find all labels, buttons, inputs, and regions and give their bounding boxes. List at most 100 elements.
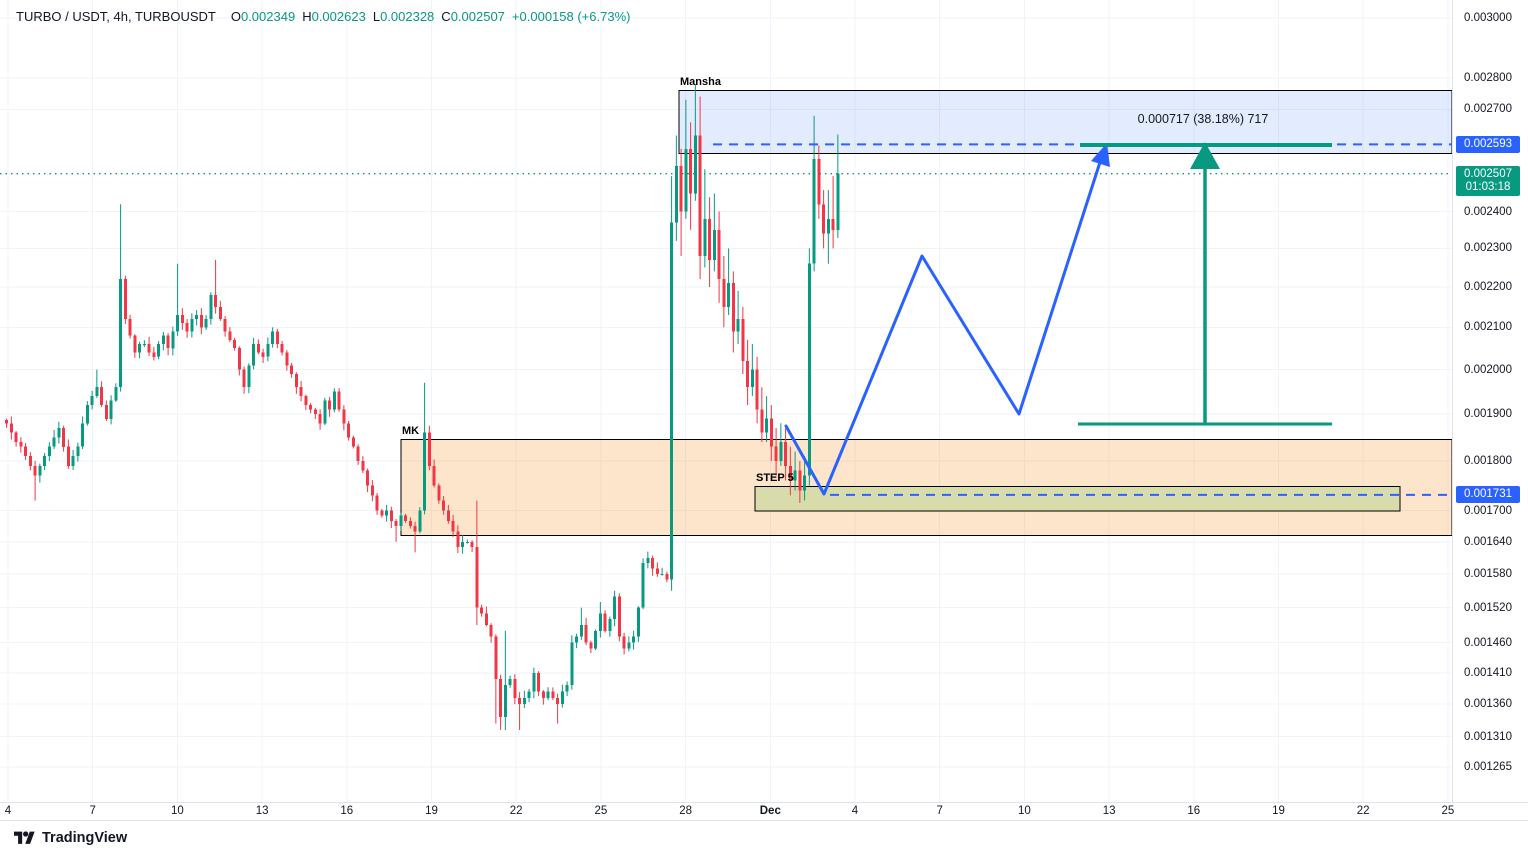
price-tag-level-upper: 0.002593 — [1456, 135, 1520, 153]
time-axis-tick: 25 — [1441, 805, 1455, 817]
candle-body-down — [28, 456, 32, 466]
candle-body-down — [708, 218, 712, 260]
candle-body-up — [750, 369, 754, 388]
candle-body-down — [437, 485, 441, 501]
price-tag-lower-value: 0.001731 — [1464, 488, 1512, 501]
candle-body-down — [104, 405, 108, 419]
candle-body-down — [9, 423, 13, 433]
time-axis-tick: 13 — [1102, 805, 1116, 817]
candle-body-down — [432, 465, 436, 486]
candle-body-down — [275, 331, 279, 344]
candle-body-up — [271, 331, 275, 344]
candle-body-down — [214, 294, 218, 307]
time-axis[interactable]: 4 7 10 13 16 19 22 25 28 Dec 4 7 10 13 16 19 22 25 — [0, 802, 1528, 821]
price-axis-tick: 0.001265 — [1464, 760, 1512, 773]
candle-body-up — [465, 541, 469, 543]
candle-body-down — [456, 531, 460, 548]
candle-body-down — [370, 485, 374, 496]
candle-countdown: 01:03:18 — [1465, 180, 1511, 193]
candle-body-down — [427, 432, 431, 466]
time-axis-tick: 13 — [255, 805, 269, 817]
candle-body-up — [138, 344, 142, 353]
price-axis-tick: 0.002000 — [1464, 363, 1512, 376]
candle-body-up — [85, 405, 89, 424]
candle-body-up — [803, 475, 807, 491]
time-axis-tick: 4 — [851, 805, 859, 817]
candle-body-down — [584, 625, 588, 643]
price-axis-tick: 0.001460 — [1464, 636, 1512, 649]
candle-body-up — [670, 222, 674, 580]
candle-body-down — [408, 520, 412, 527]
candle-body-down — [622, 636, 626, 649]
candle-body-up — [52, 437, 56, 447]
candle-body-up — [190, 319, 194, 332]
candle-body-up — [736, 319, 740, 332]
candle-body-down — [617, 596, 621, 637]
close-label: C — [441, 9, 451, 24]
candle-body-up — [627, 642, 631, 649]
candle-body-down — [223, 319, 227, 332]
price-axis-tick: 0.001310 — [1464, 730, 1512, 743]
candle-body-up — [703, 218, 707, 256]
step5-zone-label[interactable]: STEP 5 — [756, 472, 794, 484]
price-axis-tick: 0.002100 — [1464, 321, 1512, 334]
candle-body-down — [309, 405, 313, 410]
candlestick-chart[interactable] — [0, 0, 1452, 802]
price-axis-tick: 0.001520 — [1464, 601, 1512, 614]
candle-body-down — [475, 547, 479, 608]
candle-body-up — [503, 685, 507, 717]
candle-body-down — [413, 526, 417, 532]
price-axis-tick: 0.001410 — [1464, 666, 1512, 679]
candle-body-up — [142, 344, 146, 345]
candle-body-up — [209, 294, 213, 320]
candle-body-down — [313, 409, 317, 415]
candle-body-down — [494, 636, 498, 679]
tradingview-logo-icon — [14, 831, 35, 844]
candle-body-down — [394, 520, 398, 527]
mansha-zone-label[interactable]: Mansha — [680, 76, 721, 88]
mk-zone-label[interactable]: MK — [402, 425, 420, 437]
time-axis-tick: 19 — [425, 805, 438, 817]
candle-body-down — [722, 279, 726, 307]
step5-zone[interactable] — [754, 486, 1401, 512]
candle-body-up — [508, 679, 512, 686]
symbol-title[interactable]: TURBO / USDT, 4h, TURBOUSDT — [16, 9, 216, 24]
candle-body-up — [161, 335, 165, 344]
candle-body-up — [579, 625, 583, 637]
candle-body-down — [442, 500, 446, 511]
mansha-zone[interactable] — [678, 89, 1452, 155]
price-tag-level-lower: 0.001731 — [1456, 486, 1520, 504]
price-axis[interactable]: 0.002593 0.002507 01:03:18 0.001731 0.00… — [1452, 0, 1528, 821]
candle-body-down — [347, 423, 351, 438]
candle-body-up — [43, 456, 47, 466]
candle-body-up — [693, 135, 697, 194]
candle-body-up — [613, 596, 617, 620]
candle-body-down — [499, 679, 503, 717]
candle-body-down — [513, 679, 517, 698]
price-axis-tick: 0.002300 — [1464, 242, 1512, 255]
candle-body-up — [527, 691, 531, 698]
tradingview-brand-text: TradingView — [42, 829, 128, 846]
candle-body-down — [366, 470, 370, 486]
low-label: L — [372, 9, 381, 24]
candle-body-up — [252, 344, 256, 366]
candle-body-down — [342, 409, 346, 424]
candle-body-down — [19, 442, 23, 447]
price-axis-tick: 0.002200 — [1464, 281, 1512, 293]
price-axis-tick: 0.001360 — [1464, 698, 1512, 711]
candle-body-down — [318, 414, 322, 424]
price-axis-tick: 0.002700 — [1464, 103, 1512, 116]
candle-body-up — [47, 446, 51, 457]
candle-body-down — [228, 331, 232, 340]
candle-body-down — [665, 574, 669, 580]
candle-body-up — [807, 263, 811, 476]
tradingview-logo[interactable]: TradingView — [14, 829, 127, 846]
candle-body-up — [632, 636, 636, 643]
candle-body-up — [826, 218, 830, 234]
candle-body-down — [33, 465, 37, 476]
candle-body-down — [290, 365, 294, 374]
chart-area[interactable]: TURBO / USDT, 4h, TURBOUSDT O0.002349 H0.0… — [0, 0, 1452, 802]
candle-body-up — [57, 428, 61, 438]
candle-body-up — [522, 697, 526, 705]
projection-zigzag-line[interactable] — [784, 154, 1104, 496]
